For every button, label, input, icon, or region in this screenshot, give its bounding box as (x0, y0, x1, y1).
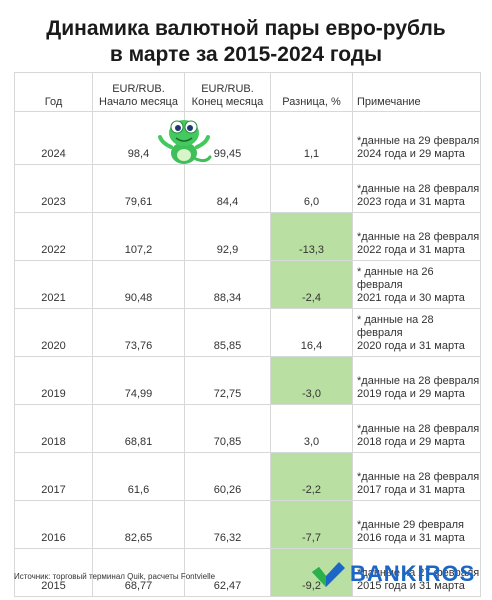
year-cell: 2017 (14, 452, 93, 501)
year-cell: 2019 (14, 356, 93, 405)
table-row: 2022 107,2 92,9 -13,3 *данные на 28 февраля 2… (14, 212, 481, 261)
diff-cell: -2,2 (270, 452, 353, 501)
note-cell: *данные 29 февраля 2016 года и 31 марта (352, 500, 481, 549)
table-row: 2019 74,99 72,75 -3,0 *данные на 28 февраля 2… (14, 356, 481, 405)
header-end: EUR/RUB. Конец месяца (184, 72, 271, 112)
bankiros-logo-text: BANKIROS (350, 561, 476, 586)
note-cell: *данные на 28 февраля 2023 года и 31 март… (352, 164, 481, 213)
note-line: *данные на 29 февраля (357, 135, 480, 147)
note-line: *данные 29 февраля (357, 519, 464, 531)
note-cell: *данные на 27 февраля 2015 года и 31 март… (352, 548, 481, 597)
year-cell: 2016 (14, 500, 93, 549)
note-line: *данные на 28 февраля (357, 471, 480, 483)
note-line: *данные на 28 февраля (357, 423, 480, 435)
table-header-row: Год EUR/RUB. Начало месяца EUR/RUB. Коне… (14, 72, 481, 112)
year-cell: 2020 (14, 308, 93, 357)
title-line-1: Динамика валютной пары евро-рубль (46, 17, 446, 40)
diff-cell: 1,1 (270, 111, 353, 165)
note-cell: *данные на 28 февраля 2019 года и 29 март… (352, 356, 481, 405)
diff-cell: -13,3 (270, 212, 353, 261)
note-line: 2022 года и 31 марта (357, 244, 465, 256)
diff-cell: -7,7 (270, 500, 353, 549)
note-line: 2016 года и 31 марта (357, 532, 465, 544)
header-end-line2: Конец месяца (191, 96, 264, 108)
start-rate-cell: 68,77 (92, 548, 185, 597)
year-cell: 2024 (14, 111, 93, 165)
table-row: 2021 90,48 88,34 -2,4 * данные на 26 февраля… (14, 260, 481, 309)
page-title: Динамика валютной пары евро-рубль в март… (0, 16, 492, 68)
year-cell: 2022 (14, 212, 93, 261)
start-rate-cell: 68,81 (92, 404, 185, 453)
start-rate-cell: 82,65 (92, 500, 185, 549)
note-line: *данные на 28 февраля (357, 183, 480, 195)
start-rate-cell: 79,61 (92, 164, 185, 213)
note-cell: *данные на 28 февраля 2017 года и 31 март… (352, 452, 481, 501)
end-rate-cell: 85,85 (184, 308, 271, 357)
end-rate-cell: 60,26 (184, 452, 271, 501)
header-start: EUR/RUB. Начало месяца (92, 72, 185, 112)
end-rate-cell: 99,45 (184, 111, 271, 165)
table-row: 2018 68,81 70,85 3,0 *данные на 28 февраля 20… (14, 404, 481, 453)
note-cell: * данные на 26 февраля 2021 года и 30 мар… (352, 260, 481, 309)
note-line: *данные на 28 февраля (357, 231, 480, 243)
start-rate-cell: 61,6 (92, 452, 185, 501)
table-row: 2017 61,6 60,26 -2,2 *данные на 28 февраля 20… (14, 452, 481, 501)
note-line: * данные на 26 февраля (357, 266, 434, 291)
end-rate-cell: 76,32 (184, 500, 271, 549)
table-row: 2015 68,77 62,47 -9,2 *данные на 27 февраля 2… (14, 548, 481, 597)
header-end-line1: EUR/RUB. (201, 83, 254, 95)
table-row: 2023 79,61 84,4 6,0 *данные на 28 февраля 202… (14, 164, 481, 213)
diff-cell: -3,0 (270, 356, 353, 405)
eurrub-table: Год EUR/RUB. Начало месяца EUR/RUB. Коне… (14, 72, 481, 597)
end-rate-cell: 88,34 (184, 260, 271, 309)
header-start-line1: EUR/RUB. (112, 83, 165, 95)
note-cell: * данные на 28 февраля 2020 года и 31 мар… (352, 308, 481, 357)
header-note: Примечание (352, 72, 481, 112)
note-line: 2015 года и 31 марта (357, 580, 465, 592)
note-cell: *данные на 29 февраля 2024 года и 29 март… (352, 111, 481, 165)
note-cell: *данные на 28 февраля 2018 года и 29 март… (352, 404, 481, 453)
note-line: 2019 года и 29 марта (357, 388, 465, 400)
note-line: 2017 года и 31 марта (357, 484, 465, 496)
diff-cell: 16,4 (270, 308, 353, 357)
start-rate-cell: 107,2 (92, 212, 185, 261)
end-rate-cell: 84,4 (184, 164, 271, 213)
diff-cell: 6,0 (270, 164, 353, 213)
title-line-2: в марте за 2015-2024 годы (109, 43, 383, 66)
end-rate-cell: 92,9 (184, 212, 271, 261)
start-rate-cell: 74,99 (92, 356, 185, 405)
note-line: 2020 года и 31 марта (357, 340, 465, 352)
note-line: *данные на 28 февраля (357, 375, 480, 387)
table-row: 2016 82,65 76,32 -7,7 *данные 29 февраля 2016… (14, 500, 481, 549)
start-rate-cell: 90,48 (92, 260, 185, 309)
start-rate-cell: 73,76 (92, 308, 185, 357)
note-line: 2018 года и 29 марта (357, 436, 465, 448)
year-cell: 2018 (14, 404, 93, 453)
diff-cell: 3,0 (270, 404, 353, 453)
note-line: 2024 года и 29 марта (357, 148, 465, 160)
header-diff: Разница, % (270, 72, 353, 112)
note-line: 2023 года и 31 марта (357, 196, 465, 208)
start-rate-cell: 98,4 (92, 111, 185, 165)
end-rate-cell: 70,85 (184, 404, 271, 453)
note-line: * данные на 28 февраля (357, 314, 434, 339)
note-line: *данные на 27 февраля (357, 567, 480, 579)
note-line: 2021 года и 30 марта (357, 292, 465, 304)
year-cell: 2023 (14, 164, 93, 213)
bankiros-check-icon (312, 562, 345, 587)
source-note: Источник: торговый терминал Quik, расчет… (14, 572, 216, 581)
year-cell: 2021 (14, 260, 93, 309)
header-start-line2: Начало месяца (99, 96, 178, 108)
lizard-mascot-icon (158, 120, 212, 164)
end-rate-cell: 72,75 (184, 356, 271, 405)
note-cell: *данные на 28 февраля 2022 года и 31 март… (352, 212, 481, 261)
table-row: 2024 98,4 99,45 1,1 *данные на 29 февраля 202… (14, 111, 481, 165)
header-year: Год (14, 72, 93, 112)
table-row: 2020 73,76 85,85 16,4 * данные на 28 февраля… (14, 308, 481, 357)
diff-cell: -2,4 (270, 260, 353, 309)
